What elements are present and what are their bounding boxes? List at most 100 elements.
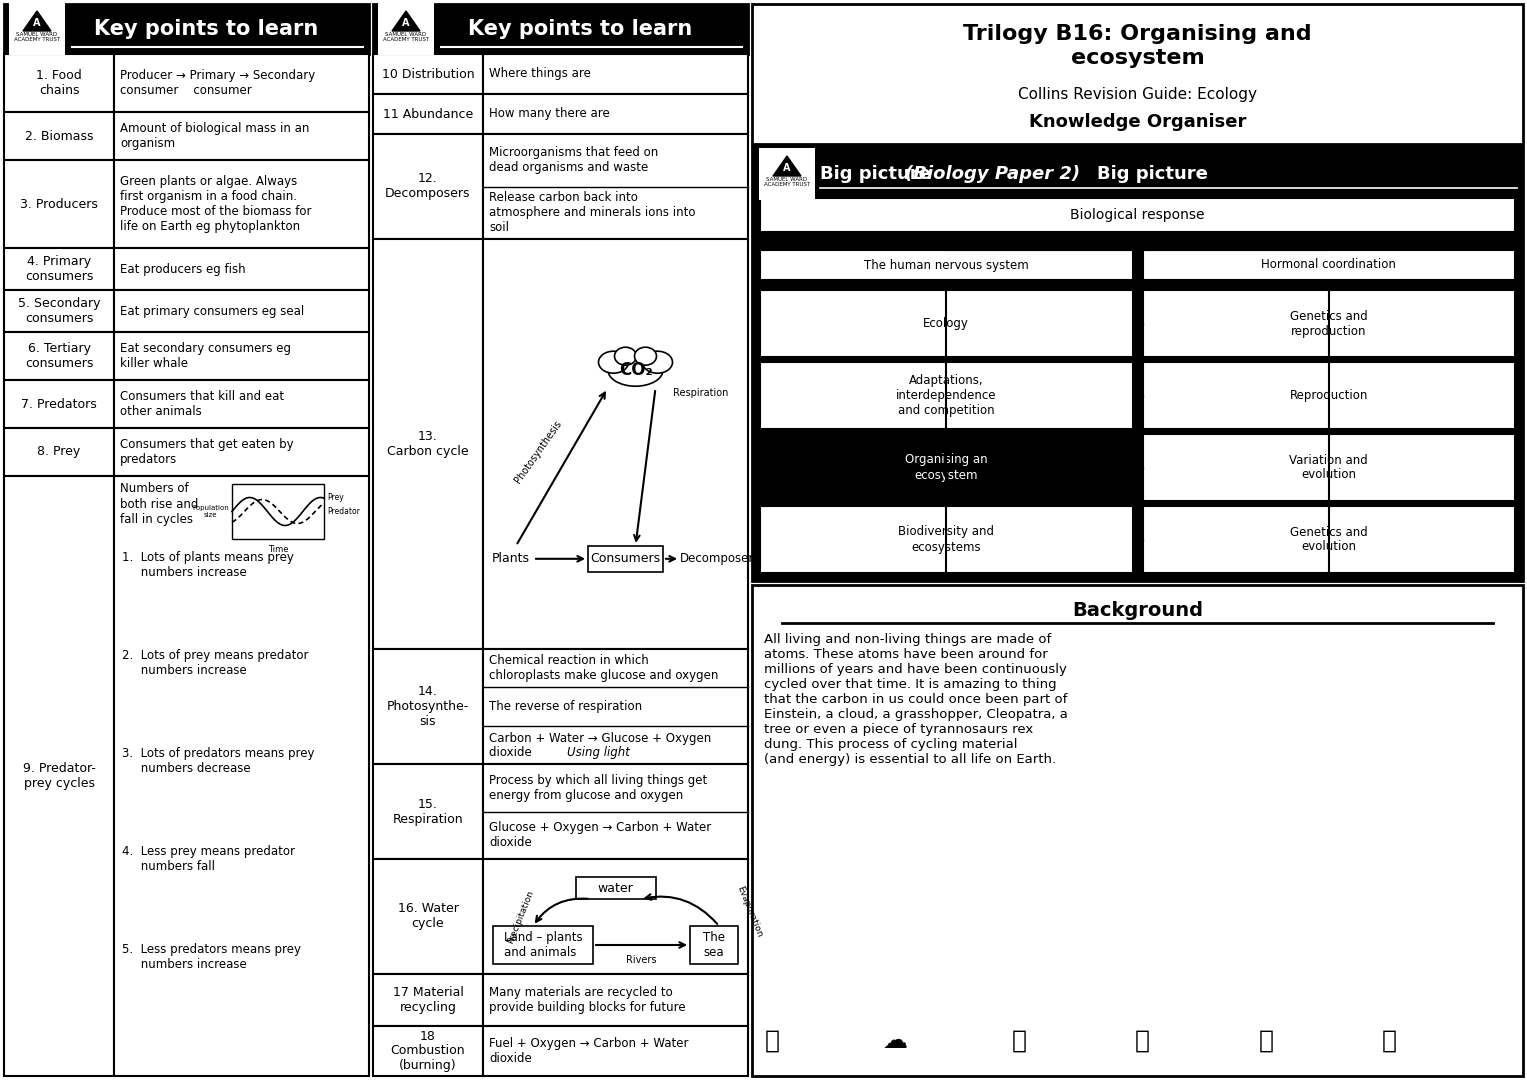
Bar [373, 764, 483, 859]
Bar [5, 160, 115, 248]
Bar [760, 434, 1133, 501]
Text: Predator: Predator [327, 508, 360, 516]
Bar [5, 54, 115, 112]
Text: 5. Secondary
consumers: 5. Secondary consumers [18, 297, 101, 325]
Text: Biodiversity and
ecosystems: Biodiversity and ecosystems [898, 526, 994, 553]
Bar [1142, 434, 1515, 501]
Text: Time: Time [267, 545, 289, 554]
Bar [5, 248, 115, 291]
Bar [373, 134, 483, 239]
Bar [5, 332, 115, 380]
Bar [373, 239, 483, 649]
Text: Hormonal coordination: Hormonal coordination [1261, 258, 1396, 271]
Bar [483, 649, 748, 764]
Ellipse shape [614, 347, 637, 365]
Text: 13.
Carbon cycle: 13. Carbon cycle [388, 430, 469, 458]
Text: 15.
Respiration: 15. Respiration [392, 797, 463, 825]
Text: 2. Biomass: 2. Biomass [24, 130, 93, 143]
Ellipse shape [599, 351, 629, 374]
Text: A: A [783, 163, 791, 173]
Text: 6. Tertiary
consumers: 6. Tertiary consumers [24, 342, 93, 370]
Bar [760, 291, 1133, 357]
Text: 🦌: 🦌 [1011, 1029, 1026, 1053]
Text: Numbers of
both rise and
fall in cycles: Numbers of both rise and fall in cycles [121, 483, 199, 526]
Bar [760, 362, 1133, 429]
Bar [373, 859, 483, 974]
Text: ☁: ☁ [883, 1029, 909, 1053]
Text: dioxide: dioxide [489, 746, 565, 759]
Text: 8. Prey: 8. Prey [37, 445, 81, 459]
Text: How many there are: How many there are [489, 108, 609, 121]
Text: 9. Predator-
prey cycles: 9. Predator- prey cycles [23, 762, 95, 789]
Text: Amount of biological mass in an
organism: Amount of biological mass in an organism [121, 122, 310, 150]
Bar [373, 4, 748, 54]
Text: 🌳: 🌳 [1258, 1029, 1274, 1053]
Text: 12.
Decomposers: 12. Decomposers [385, 173, 470, 201]
Bar [483, 859, 748, 974]
Text: Big picture: Big picture [820, 165, 938, 183]
Bar [483, 239, 748, 649]
Bar [483, 1026, 748, 1076]
Bar [115, 476, 370, 1076]
Bar [373, 54, 483, 94]
Bar [5, 4, 370, 54]
Text: Big picture: Big picture [1096, 165, 1214, 183]
Text: Population
size: Population size [192, 505, 229, 518]
Text: 1. Food
chains: 1. Food chains [37, 69, 82, 97]
Text: Evaporation: Evaporation [736, 885, 765, 939]
Bar [115, 291, 370, 332]
Bar [379, 3, 434, 55]
Text: Fuel + Oxygen → Carbon + Water
dioxide: Fuel + Oxygen → Carbon + Water dioxide [489, 1037, 689, 1065]
Polygon shape [773, 156, 802, 176]
Text: Collins Revision Guide: Ecology: Collins Revision Guide: Ecology [1019, 86, 1257, 102]
Text: Eat producers eg fish: Eat producers eg fish [121, 262, 246, 275]
Text: Reproduction: Reproduction [1290, 389, 1368, 402]
Text: SAMUEL WARD
ACADEMY TRUST: SAMUEL WARD ACADEMY TRUST [764, 177, 809, 188]
Text: Rivers: Rivers [626, 955, 657, 966]
Text: Knowledge Organiser: Knowledge Organiser [1029, 113, 1246, 131]
Bar [5, 380, 115, 428]
Text: The reverse of respiration: The reverse of respiration [489, 700, 643, 713]
Text: Carbon + Water → Glucose + Oxygen: Carbon + Water → Glucose + Oxygen [489, 732, 712, 745]
Text: Genetics and
evolution: Genetics and evolution [1290, 526, 1368, 553]
Bar [483, 54, 748, 94]
Bar [5, 291, 115, 332]
Bar [115, 248, 370, 291]
Text: Variation and
evolution: Variation and evolution [1289, 454, 1368, 482]
Text: SAMUEL WARD
ACADEMY TRUST: SAMUEL WARD ACADEMY TRUST [14, 31, 60, 42]
Bar [373, 1026, 483, 1076]
Ellipse shape [635, 347, 657, 365]
Text: Key points to learn: Key points to learn [95, 19, 319, 39]
Text: Prey: Prey [327, 494, 344, 502]
Text: Green plants or algae. Always
first organism in a food chain.
Produce most of th: Green plants or algae. Always first orga… [121, 175, 312, 233]
Bar [232, 484, 324, 539]
Bar [751, 146, 1522, 581]
Text: Microorganisms that feed on
dead organisms and waste: Microorganisms that feed on dead organis… [489, 146, 658, 174]
Text: Consumers that kill and eat
other animals: Consumers that kill and eat other animal… [121, 390, 284, 418]
Bar [759, 148, 815, 200]
Bar [373, 94, 483, 134]
Bar [1142, 507, 1515, 573]
Text: Many materials are recycled to
provide building blocks for future: Many materials are recycled to provide b… [489, 986, 686, 1014]
Text: 5.  Less predators means prey
     numbers increase: 5. Less predators means prey numbers inc… [122, 943, 301, 971]
Text: 1.  Lots of plants means prey
     numbers increase: 1. Lots of plants means prey numbers inc… [122, 551, 293, 579]
Text: Producer → Primary → Secondary
consumer    consumer: Producer → Primary → Secondary consumer … [121, 69, 315, 97]
Text: 4. Primary
consumers: 4. Primary consumers [24, 255, 93, 283]
Text: Decomposers: Decomposers [680, 552, 760, 565]
Bar [115, 160, 370, 248]
Bar [483, 134, 748, 239]
Text: A: A [34, 18, 41, 28]
Text: Land – plants
and animals: Land – plants and animals [504, 931, 582, 959]
Text: Plants: Plants [492, 552, 530, 565]
Text: Photosynthesis: Photosynthesis [513, 419, 563, 485]
Text: 3.  Lots of predators means prey
     numbers decrease: 3. Lots of predators means prey numbers … [122, 747, 315, 775]
Text: Trilogy B16: Organising and
ecosystem: Trilogy B16: Organising and ecosystem [964, 25, 1312, 68]
Text: 🦕: 🦕 [1382, 1029, 1397, 1053]
Bar [483, 974, 748, 1026]
Text: (Biology Paper 2): (Biology Paper 2) [906, 165, 1080, 183]
Text: The human nervous system: The human nervous system [864, 258, 1029, 271]
Text: 7. Predators: 7. Predators [21, 397, 96, 410]
Text: Ecology: Ecology [924, 318, 970, 330]
Text: Release carbon back into
atmosphere and minerals ions into
soil: Release carbon back into atmosphere and … [489, 191, 695, 234]
Bar [5, 112, 115, 160]
